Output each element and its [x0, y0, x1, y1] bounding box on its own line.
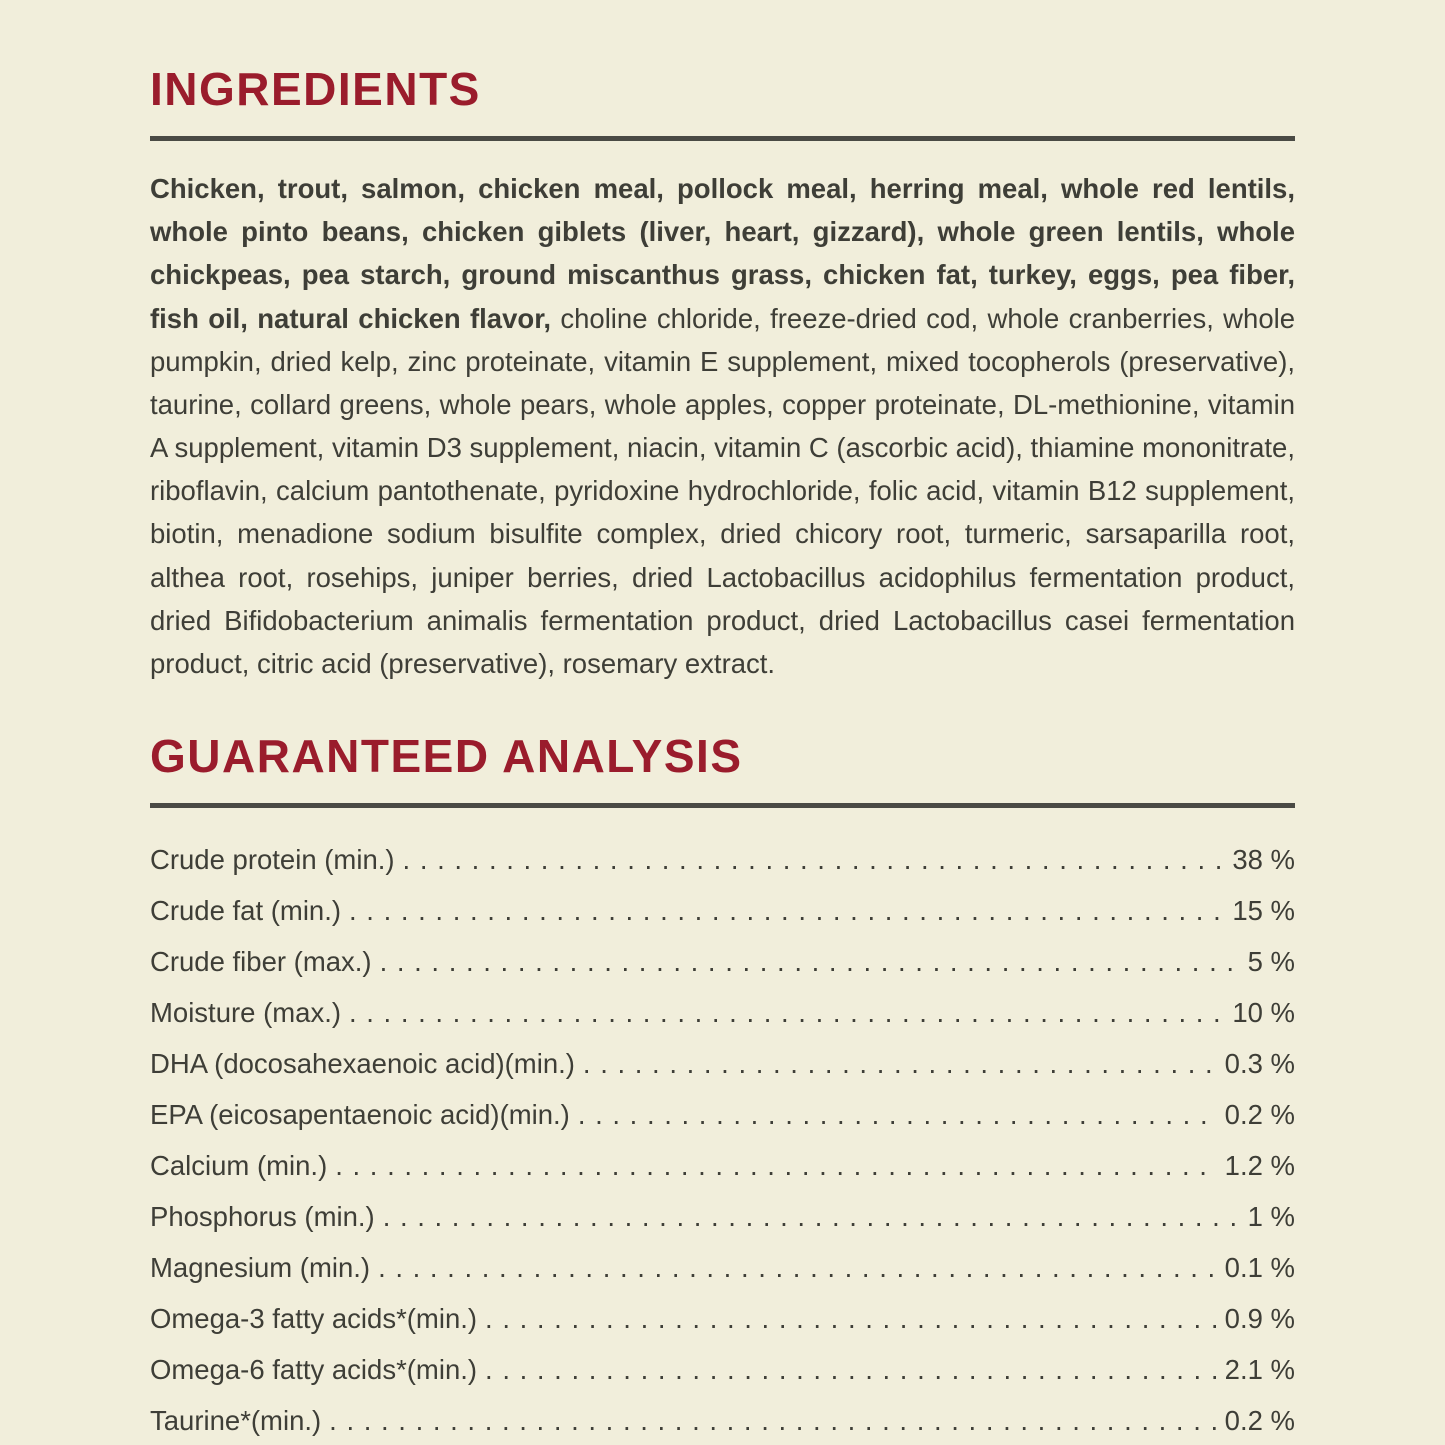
- analysis-row-value: 0.9 %: [1224, 1302, 1295, 1334]
- ingredients-primary-text: Chicken, trout, salmon, chicken meal, po…: [150, 173, 1295, 334]
- dot-leader: [349, 895, 1224, 927]
- analysis-row-label: Moisture (max.): [150, 996, 341, 1028]
- analysis-row-value: 10 %: [1232, 996, 1295, 1028]
- analysis-row-omega3: Omega-3 fatty acids*(min.) 0.9 %: [150, 1293, 1295, 1344]
- analysis-row-dha: DHA (docosahexaenoic acid)(min.) 0.3 %: [150, 1038, 1295, 1089]
- dot-leader: [349, 997, 1224, 1029]
- analysis-row-value: 38 %: [1232, 843, 1295, 875]
- dot-leader: [485, 1354, 1217, 1386]
- dot-leader: [578, 1099, 1217, 1131]
- dot-leader: [383, 1201, 1240, 1233]
- analysis-row-epa: EPA (eicosapentaenoic acid)(min.) 0.2 %: [150, 1089, 1295, 1140]
- analysis-row-label: Calcium (min.): [150, 1149, 328, 1181]
- dot-leader: [380, 946, 1240, 978]
- analysis-row-calcium: Calcium (min.) 1.2 %: [150, 1140, 1295, 1191]
- analysis-row-label: Phosphorus (min.): [150, 1200, 375, 1232]
- analysis-row-value: 5 %: [1247, 945, 1295, 977]
- analysis-row-value: 1.2 %: [1224, 1149, 1295, 1181]
- analysis-row-label: Omega-6 fatty acids*(min.): [150, 1353, 478, 1385]
- analysis-row-crude-protein: Crude protein (min.) 38 %: [150, 834, 1295, 885]
- guaranteed-analysis-table: Crude protein (min.) 38 % Crude fat (min…: [150, 834, 1295, 1445]
- analysis-row-magnesium: Magnesium (min.) 0.1 %: [150, 1242, 1295, 1293]
- analysis-row-label: DHA (docosahexaenoic acid)(min.): [150, 1047, 575, 1079]
- analysis-row-crude-fat: Crude fat (min.) 15 %: [150, 885, 1295, 936]
- dot-leader: [335, 1150, 1216, 1182]
- analysis-row-value: 0.2 %: [1224, 1404, 1295, 1436]
- analysis-row-label: Magnesium (min.): [150, 1251, 371, 1283]
- analysis-row-label: Omega-3 fatty acids*(min.): [150, 1302, 478, 1334]
- analysis-row-value: 0.2 %: [1224, 1098, 1295, 1130]
- analysis-row-taurine: Taurine*(min.) 0.2 %: [150, 1395, 1295, 1445]
- dot-leader: [329, 1405, 1217, 1437]
- ingredients-heading: INGREDIENTS: [150, 63, 481, 115]
- dot-leader: [378, 1252, 1217, 1284]
- analysis-row-crude-fiber: Crude fiber (max.) 5 %: [150, 936, 1295, 987]
- ingredients-divider: [150, 136, 1295, 141]
- analysis-row-moisture: Moisture (max.) 10 %: [150, 987, 1295, 1038]
- analysis-row-value: 1 %: [1247, 1200, 1295, 1232]
- analysis-row-omega6: Omega-6 fatty acids*(min.) 2.1 %: [150, 1344, 1295, 1395]
- analysis-row-label: Crude fiber (max.): [150, 945, 372, 977]
- analysis-row-label: Crude protein (min.): [150, 843, 395, 875]
- dot-leader: [403, 844, 1225, 876]
- dot-leader: [485, 1303, 1217, 1335]
- analysis-row-value: 0.1 %: [1224, 1251, 1295, 1283]
- analysis-row-value: 0.3 %: [1224, 1047, 1295, 1079]
- analysis-row-phosphorus: Phosphorus (min.) 1 %: [150, 1191, 1295, 1242]
- analysis-row-label: EPA (eicosapentaenoic acid)(min.): [150, 1098, 570, 1130]
- guaranteed-analysis-heading: GUARANTEED ANALYSIS: [150, 730, 743, 783]
- dot-leader: [583, 1048, 1217, 1080]
- analysis-row-value: 15 %: [1232, 894, 1295, 926]
- analysis-row-label: Crude fat (min.): [150, 894, 342, 926]
- ingredients-secondary-text: choline chloride, freeze-dried cod, whol…: [150, 302, 1296, 679]
- analysis-row-label: Taurine*(min.): [150, 1404, 322, 1436]
- guaranteed-analysis-divider: [150, 803, 1295, 809]
- analysis-row-value: 2.1 %: [1224, 1353, 1295, 1385]
- ingredients-paragraph: Chicken, trout, salmon, chicken meal, po…: [150, 167, 1295, 685]
